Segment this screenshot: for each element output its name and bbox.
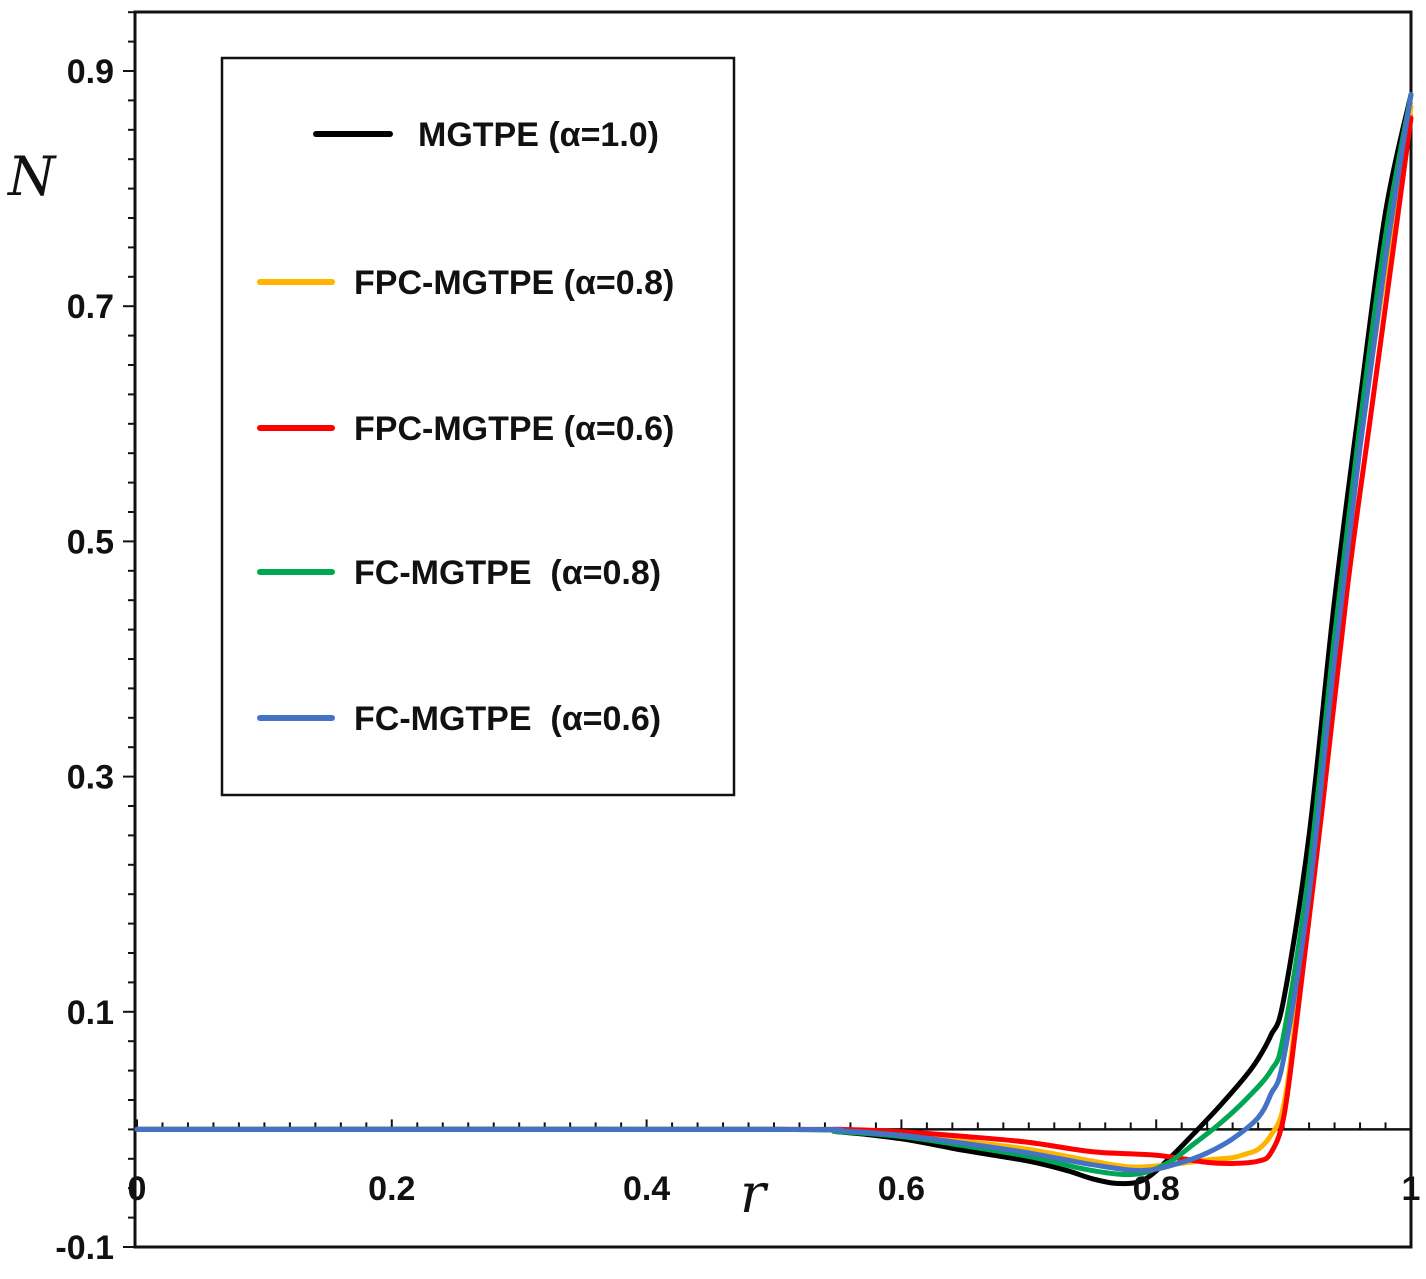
series-line-5 — [134, 92, 1414, 1174]
x-axis-label: r — [740, 1162, 769, 1225]
y-axis-label: N — [6, 145, 57, 208]
legend-label-4: FC-MGTPE (α=0.8) — [354, 554, 661, 592]
x-tick-label: 0.6 — [878, 1170, 925, 1208]
legend-label-1: MGTPE (α=1.0) — [418, 116, 659, 154]
legend-label-5: FC-MGTPE (α=0.6) — [354, 700, 661, 738]
legend-label-3: FPC-MGTPE (α=0.6) — [354, 410, 674, 448]
x-tick-label: 0.8 — [1133, 1170, 1180, 1208]
x-tick-label: 0.4 — [623, 1170, 670, 1208]
legend: MGTPE (α=1.0) FPC-MGTPE (α=0.8) FPC-MGTPE … — [220, 56, 736, 797]
x-tick-label: 1 — [1402, 1170, 1421, 1208]
y-tick-label: 0.1 — [67, 994, 114, 1032]
x-tick-label: 0 — [128, 1170, 147, 1208]
y-tick-label: -0.1 — [55, 1229, 114, 1267]
y-tick-label: 0.5 — [67, 523, 114, 561]
y-tick-label: 0.7 — [67, 288, 114, 326]
y-tick-label: 0.9 — [67, 53, 114, 91]
y-tick-label: 0.3 — [67, 759, 114, 797]
legend-label-2: FPC-MGTPE (α=0.8) — [354, 264, 674, 302]
x-tick-label: 0.2 — [368, 1170, 415, 1208]
